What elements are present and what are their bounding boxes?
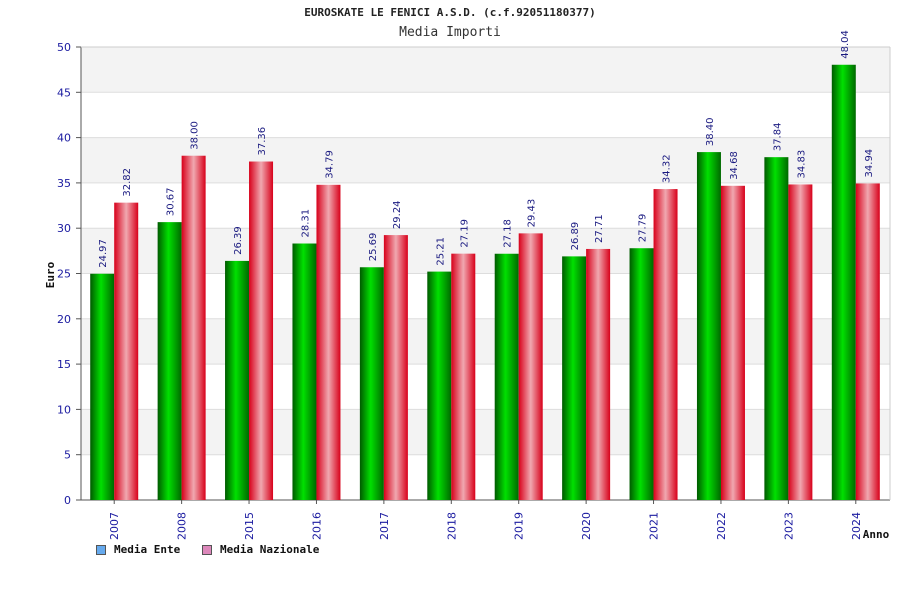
- legend-item-media-ente: Media Ente: [96, 543, 180, 556]
- data-label-media-ente-2023: 37.84: [772, 123, 783, 152]
- y-tick-label: 40: [57, 132, 71, 145]
- bar-media-nazionale-2016: [316, 184, 341, 500]
- bar-media-nazionale-2007: [114, 202, 139, 500]
- x-tick-label-2015: 2015: [243, 512, 256, 540]
- plot-band: [81, 47, 890, 93]
- data-label-media-ente-2015: 26.39: [233, 226, 244, 255]
- y-tick-label: 35: [57, 177, 71, 190]
- y-tick-label: 5: [64, 449, 71, 462]
- data-label-media-ente-2019: 27.18: [503, 219, 514, 248]
- data-label-media-ente-2008: 30.67: [166, 187, 177, 216]
- x-tick-label-2021: 2021: [648, 512, 661, 540]
- data-label-media-ente-2007: 24.97: [98, 239, 109, 268]
- bar-media-ente-2020: [562, 256, 587, 500]
- x-tick-label-2024: 2024: [850, 512, 863, 540]
- data-label-media-ente-2017: 25.69: [368, 233, 379, 262]
- y-tick-label: 10: [57, 403, 71, 416]
- legend-swatch-media-nazionale: [202, 544, 212, 555]
- bar-media-nazionale-2023: [788, 184, 813, 501]
- bar-media-ente-2017: [359, 267, 384, 500]
- data-label-media-nazionale-2017: 29.24: [392, 200, 403, 229]
- legend-item-media-nazionale: Media Nazionale: [202, 543, 319, 556]
- bar-media-nazionale-2022: [720, 185, 745, 500]
- bar-media-nazionale-2008: [181, 155, 206, 500]
- bar-media-nazionale-2019: [518, 233, 543, 500]
- y-tick-label: 15: [57, 358, 71, 371]
- bar-media-ente-2021: [629, 248, 654, 500]
- data-label-media-nazionale-2016: 34.79: [324, 150, 335, 179]
- plot-band: [81, 364, 890, 410]
- bar-media-ente-2008: [157, 222, 182, 500]
- bar-media-ente-2024: [831, 64, 856, 500]
- data-label-media-nazionale-2024: 34.94: [864, 149, 875, 178]
- plot-band: [81, 409, 890, 455]
- data-label-media-nazionale-2023: 34.83: [796, 150, 807, 179]
- bar-media-ente-2007: [90, 273, 115, 500]
- bar-media-ente-2018: [427, 271, 452, 500]
- data-label-media-ente-2022: 38.40: [705, 117, 716, 146]
- bar-media-ente-2016: [292, 243, 317, 500]
- bar-media-ente-2019: [494, 253, 519, 500]
- y-tick-label: 50: [57, 41, 71, 54]
- plot-band: [81, 137, 890, 183]
- x-tick-label-2008: 2008: [176, 512, 189, 540]
- data-label-media-ente-2021: 27.79: [638, 214, 649, 243]
- data-label-media-nazionale-2008: 38.00: [190, 121, 201, 150]
- plot-band: [81, 182, 890, 229]
- data-label-media-nazionale-2020: 27.71: [594, 214, 605, 243]
- bar-media-ente-2023: [764, 157, 789, 500]
- legend-label-media-nazionale: Media Nazionale: [220, 543, 320, 556]
- x-axis-label: Anno: [863, 528, 890, 541]
- x-tick-label-2023: 2023: [782, 512, 795, 540]
- data-label-media-ente-2024: 48.04: [840, 30, 851, 59]
- data-label-media-nazionale-2019: 29.43: [527, 199, 538, 228]
- chart-title: EUROSKATE LE FENICI A.S.D. (c.f.92051180…: [304, 6, 596, 19]
- y-tick-label: 30: [57, 222, 71, 235]
- bar-media-ente-2015: [225, 260, 250, 500]
- plot-band: [81, 454, 890, 500]
- y-tick-label: 45: [57, 86, 71, 99]
- legend-swatch-media-ente: [96, 544, 106, 555]
- x-tick-label-2020: 2020: [580, 512, 593, 540]
- bar-media-nazionale-2017: [383, 235, 408, 500]
- y-tick-label: 25: [57, 268, 71, 281]
- x-tick-label-2017: 2017: [378, 512, 391, 540]
- plot-band: [81, 318, 890, 365]
- plot-band: [81, 273, 890, 319]
- x-tick-label-2022: 2022: [715, 512, 728, 540]
- y-tick-label: 20: [57, 313, 71, 326]
- data-label-media-nazionale-2007: 32.82: [122, 168, 133, 197]
- x-tick-label-2007: 2007: [108, 512, 121, 540]
- legend-label-media-ente: Media Ente: [114, 543, 181, 556]
- data-label-media-nazionale-2022: 34.68: [729, 151, 740, 180]
- y-axis-label: Euro: [44, 261, 57, 288]
- data-label-media-ente-2016: 28.31: [300, 209, 311, 238]
- data-label-media-nazionale-2015: 37.36: [257, 127, 268, 156]
- data-label-media-nazionale-2021: 34.32: [662, 154, 673, 183]
- data-label-media-ente-2018: 25.21: [435, 237, 446, 266]
- bar-media-nazionale-2018: [451, 253, 476, 500]
- bar-media-ente-2022: [696, 152, 721, 500]
- bar-media-nazionale-2024: [855, 183, 880, 500]
- data-label-media-ente-2020: 26.89: [570, 222, 581, 251]
- bar-media-nazionale-2015: [249, 161, 274, 500]
- bar-media-nazionale-2021: [653, 189, 678, 501]
- data-label-media-nazionale-2018: 27.19: [459, 219, 470, 248]
- x-tick-label-2016: 2016: [310, 512, 323, 540]
- x-tick-label-2018: 2018: [445, 512, 458, 540]
- y-tick-label: 0: [64, 494, 71, 507]
- chart-subtitle: Media Importi: [399, 25, 501, 40]
- plot-band: [81, 228, 890, 274]
- bar-media-nazionale-2020: [586, 248, 611, 500]
- x-tick-label-2019: 2019: [513, 512, 526, 540]
- plot-band: [81, 92, 890, 138]
